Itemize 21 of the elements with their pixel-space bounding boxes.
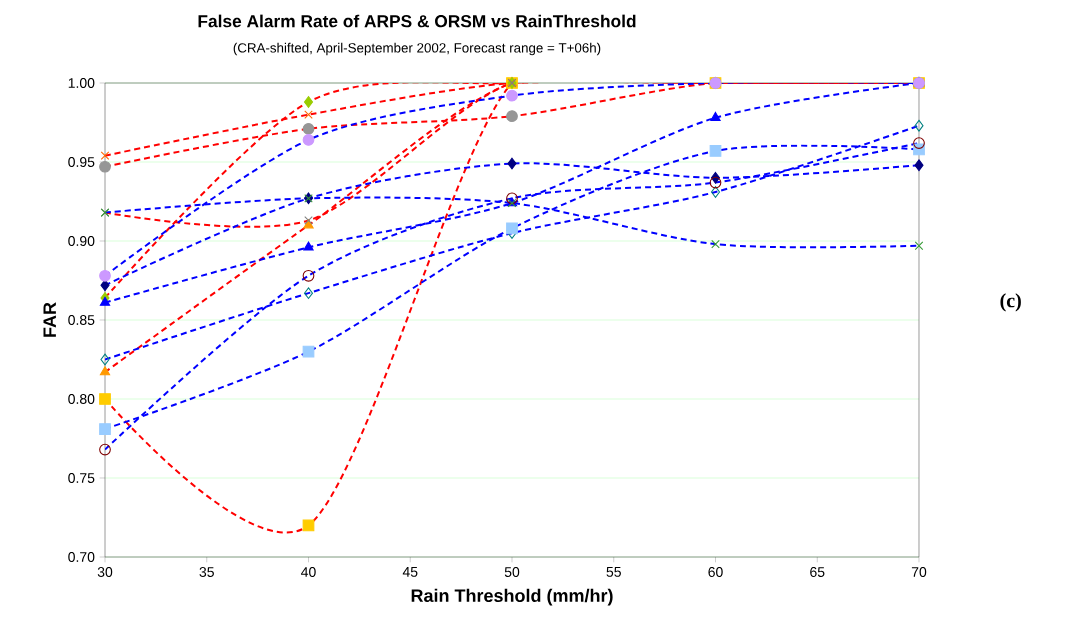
y-tick-label: 0.75 [68, 473, 95, 483]
y-axis-title: FAR [43, 302, 56, 337]
chart-title: False Alarm Rate of ARPS & ORSM vs RainThreshold [198, 14, 636, 28]
x-tick-label: 55 [606, 567, 621, 577]
x-tick-label: 60 [708, 567, 723, 577]
x-tick-label: 50 [504, 567, 520, 577]
x-axis-title: Rain Threshold (mm/hr) [411, 588, 613, 606]
x-tick-label: 70 [911, 567, 927, 577]
y-tick-label: 0.85 [68, 315, 95, 325]
y-tick-label: 0.70 [68, 552, 95, 562]
x-tick-label: 45 [402, 567, 418, 577]
x-tick-label: 30 [97, 567, 113, 577]
x-tick-label: 65 [810, 567, 825, 577]
y-tick-label: 0.95 [68, 157, 95, 167]
y-tick-label: 1.00 [68, 78, 95, 88]
x-tick-label: 40 [301, 567, 316, 577]
x-tick-label: 35 [199, 567, 214, 577]
chart-subtitle: (CRA-shifted, April-September 2002, Forecast range = T+06h) [233, 42, 601, 56]
y-tick-label: 0.90 [68, 236, 95, 246]
y-tick-label: 0.80 [68, 394, 95, 404]
text: (c) [1000, 293, 1021, 312]
